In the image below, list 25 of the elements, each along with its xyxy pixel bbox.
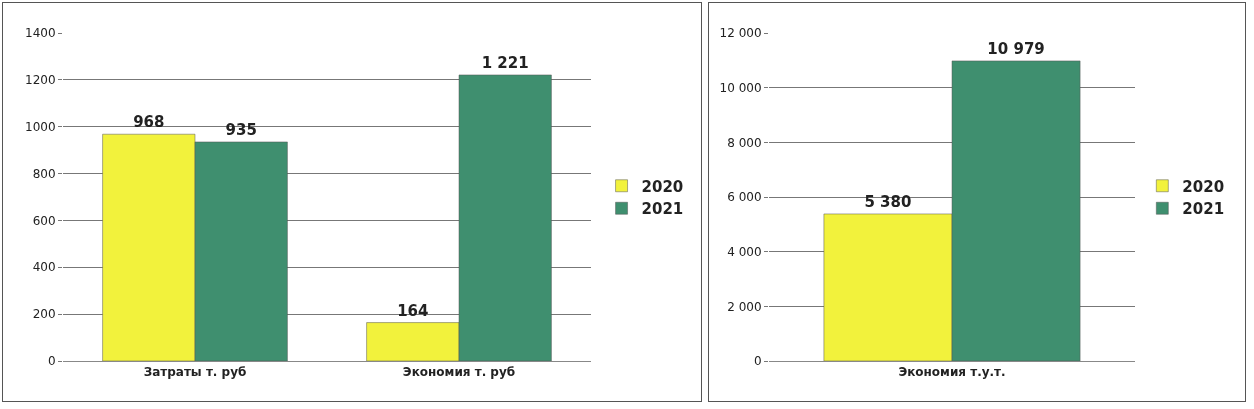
x-tick-label: Экономия т. руб bbox=[402, 365, 516, 380]
data-label: 1 221 bbox=[481, 53, 529, 72]
y-tick-label: 8 000 bbox=[727, 135, 762, 150]
y-tick-label: 6 000 bbox=[727, 190, 762, 205]
legend-label: 2020 bbox=[641, 177, 684, 196]
y-tick-label: 600 bbox=[32, 213, 56, 228]
legend-label: 2020 bbox=[1182, 177, 1225, 196]
y-tick-label: 0 bbox=[47, 354, 56, 369]
x-tick-label: Затраты т. руб bbox=[143, 365, 247, 380]
y-tick-label: 4 000 bbox=[727, 244, 762, 259]
y-tick-label: 12 000 bbox=[719, 26, 762, 41]
legend-label: 2021 bbox=[641, 200, 684, 219]
y-tick-label: 1400 bbox=[25, 26, 56, 41]
y-tick-label: 800 bbox=[32, 166, 56, 181]
y-tick-label: 400 bbox=[32, 260, 56, 275]
data-label: 5 380 bbox=[864, 192, 912, 211]
data-label: 10 979 bbox=[987, 39, 1045, 58]
y-tick-label: 200 bbox=[32, 307, 56, 322]
y-tick-label: 1000 bbox=[25, 119, 56, 134]
y-tick-label: 10 000 bbox=[719, 80, 762, 95]
y-tick-label: 0 bbox=[753, 354, 762, 369]
y-tick-label: 2 000 bbox=[727, 299, 762, 314]
y-tick-label: 1200 bbox=[25, 73, 56, 88]
legend-label: 2021 bbox=[1182, 200, 1225, 219]
x-tick-label: Экономия т.у.т. bbox=[898, 365, 1006, 380]
